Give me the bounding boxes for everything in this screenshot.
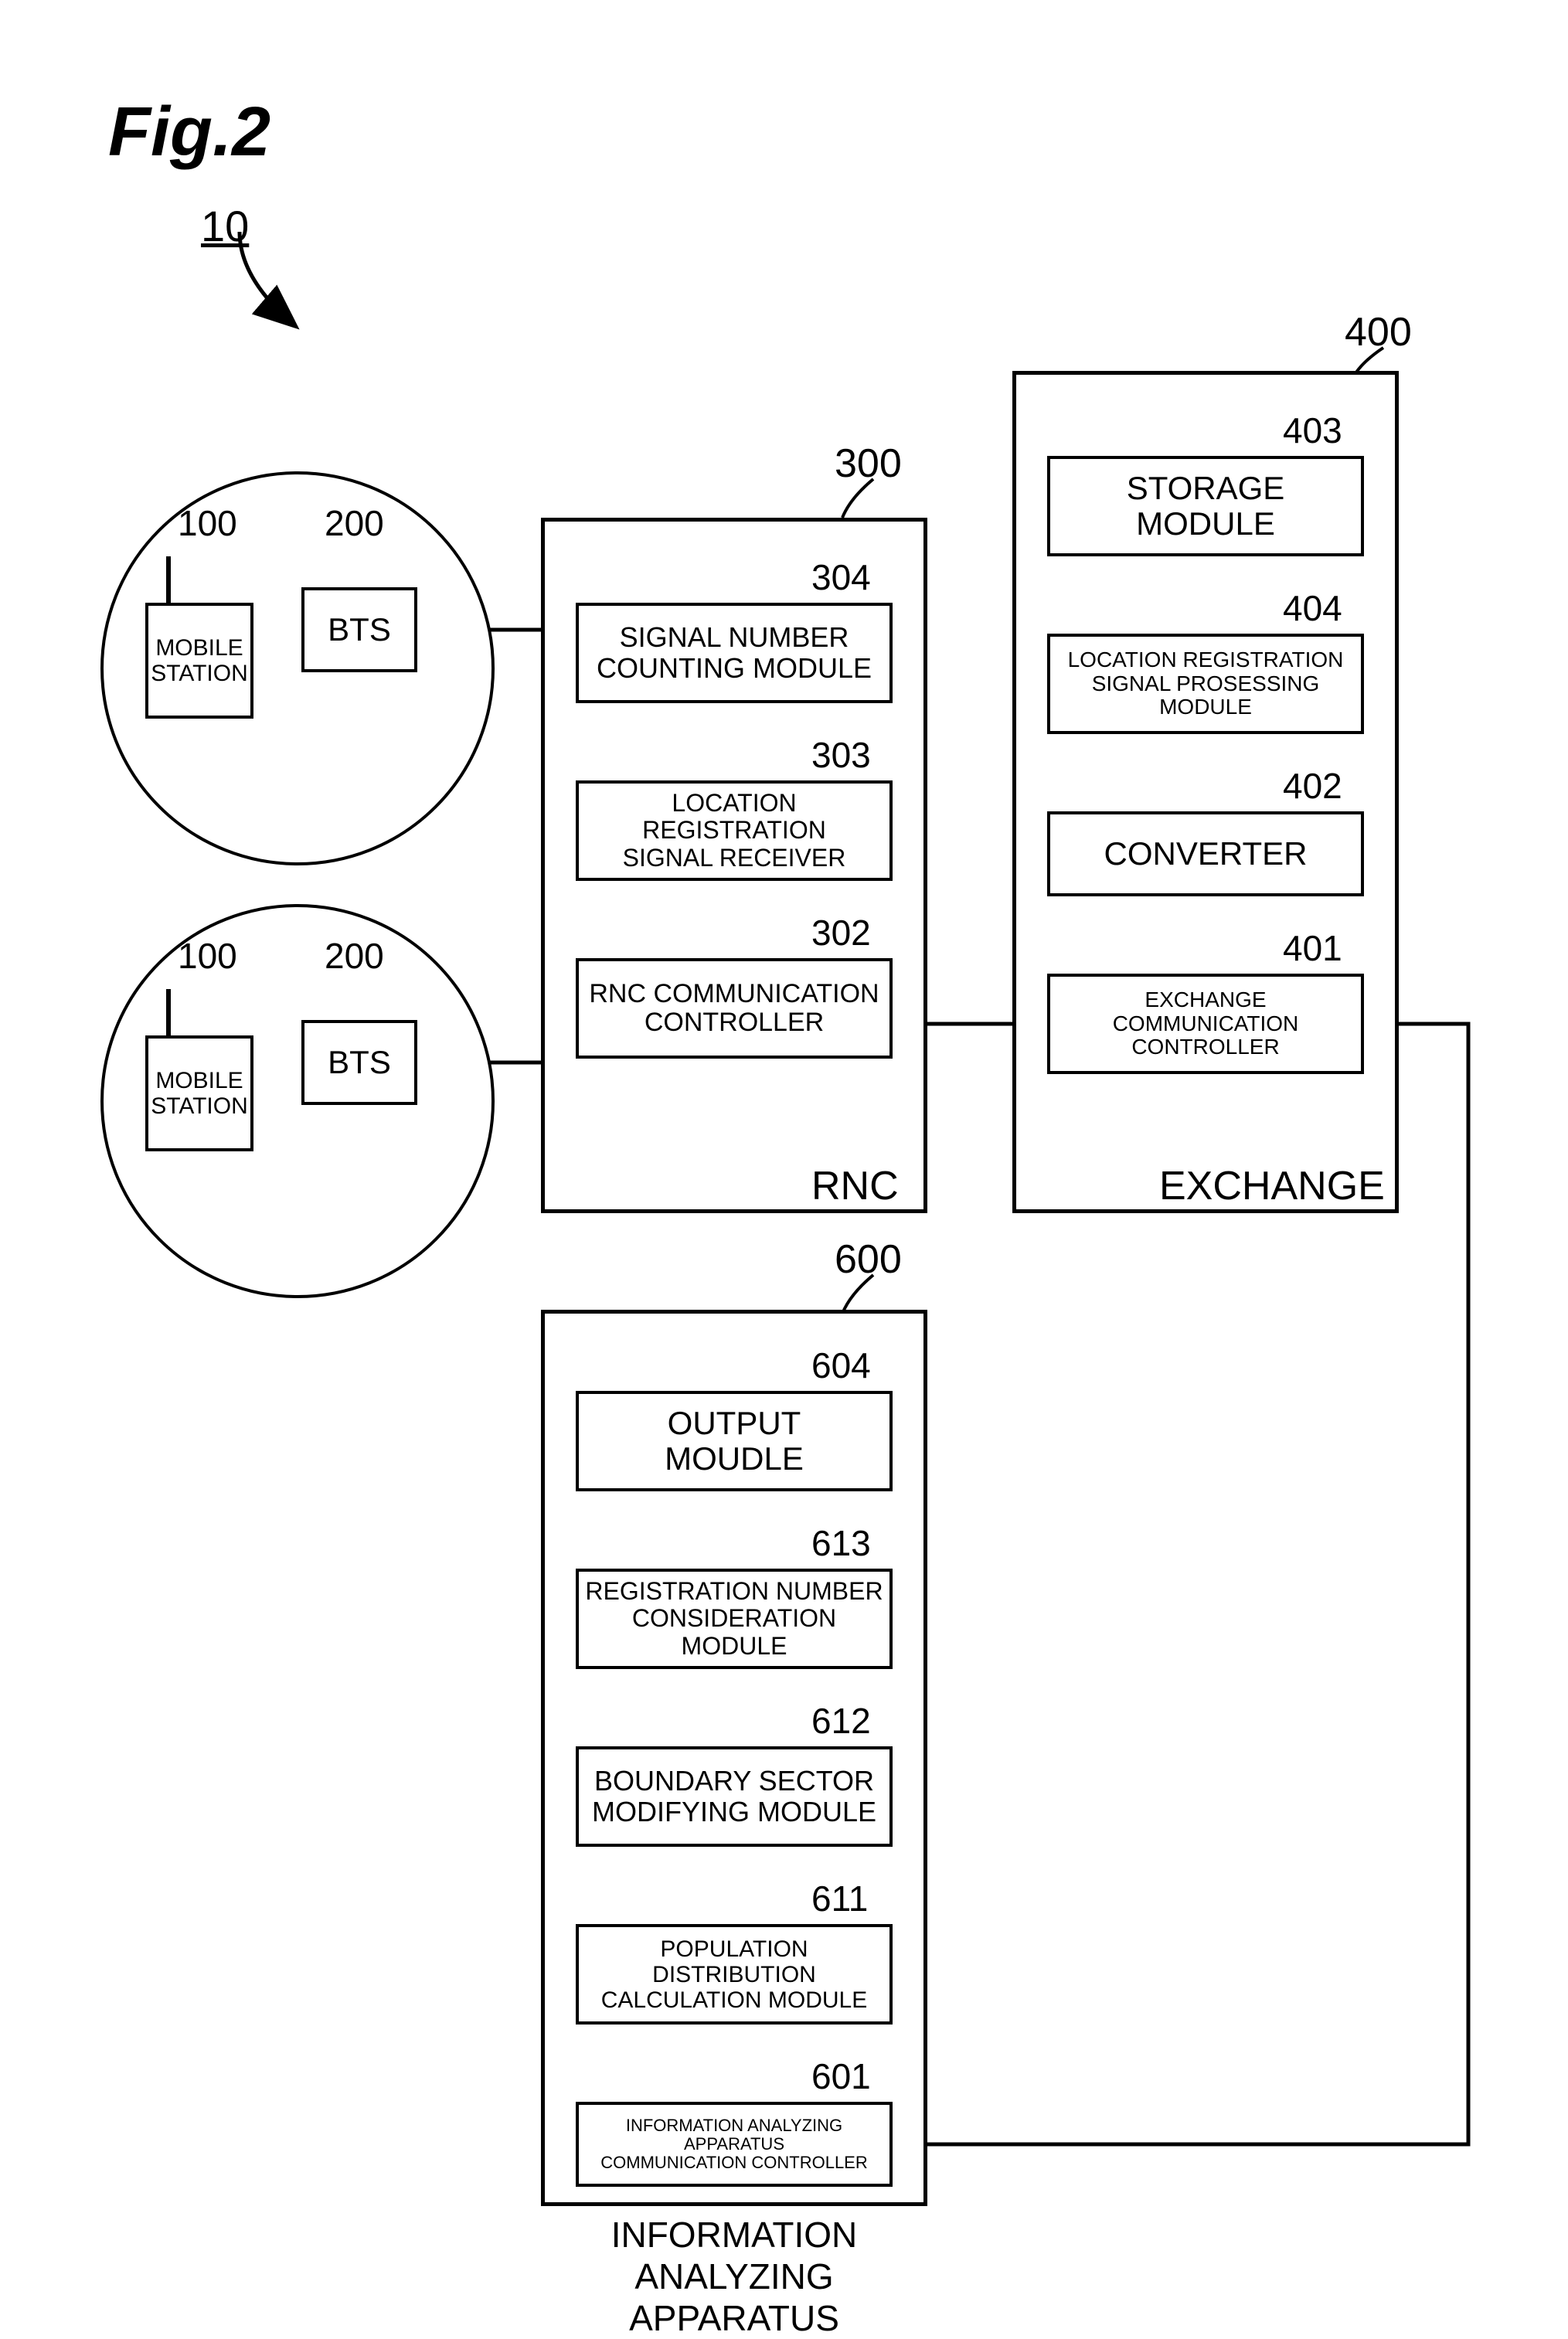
analyzer-module-ref-612: 612 (811, 1700, 871, 1742)
analyzer-module-ref-601: 601 (811, 2055, 871, 2097)
exchange-module-ref-401: 401 (1283, 927, 1342, 969)
analyzer-module-604: OUTPUTMOUDLE (576, 1391, 893, 1491)
exchange-label: EXCHANGE (1159, 1163, 1385, 1209)
diagram-canvas: Fig.2 10 MOBILESTATION 100 BTS 200 MOBILESTA… (0, 0, 1568, 2314)
exchange-module-402: CONVERTER (1047, 811, 1364, 896)
analyzer-ref: 600 (835, 1236, 902, 1283)
bts-ref: 200 (325, 935, 384, 977)
antenna-icon (166, 556, 171, 603)
bts: BTS (301, 587, 417, 672)
analyzer-module-ref-611: 611 (811, 1878, 868, 1919)
exchange-ref: 400 (1345, 309, 1412, 355)
rnc-module-ref-304: 304 (811, 556, 871, 598)
exchange-module-ref-404: 404 (1283, 587, 1342, 629)
rnc-module-302: RNC COMMUNICATIONCONTROLLER (576, 958, 893, 1059)
bts: BTS (301, 1020, 417, 1105)
exchange-module-ref-403: 403 (1283, 410, 1342, 451)
rnc-label: RNC (811, 1163, 899, 1209)
system-number: 10 (201, 201, 249, 251)
analyzer-module-ref-613: 613 (811, 1522, 871, 1564)
rnc-ref: 300 (835, 440, 902, 487)
rnc-module-ref-303: 303 (811, 734, 871, 776)
exchange-module-404: LOCATION REGISTRATIONSIGNAL PROSESSING M… (1047, 634, 1364, 734)
rnc-module-ref-302: 302 (811, 912, 871, 954)
analyzer-label: INFORMATIONANALYZING APPARATUS (533, 2214, 935, 2339)
analyzer-module-612: BOUNDARY SECTORMODIFYING MODULE (576, 1746, 893, 1847)
rnc-module-304: SIGNAL NUMBERCOUNTING MODULE (576, 603, 893, 703)
figure-label: Fig.2 (108, 93, 270, 172)
analyzer-module-613: REGISTRATION NUMBERCONSIDERATION MODULE (576, 1569, 893, 1669)
mobile-station-ref: 100 (178, 935, 237, 977)
antenna-icon (166, 989, 171, 1035)
exchange-module-401: EXCHANGE COMMUNICATIONCONTROLLER (1047, 974, 1364, 1074)
exchange-module-403: STORAGEMODULE (1047, 456, 1364, 556)
analyzer-module-ref-604: 604 (811, 1345, 871, 1386)
mobile-station: MOBILESTATION (145, 603, 253, 719)
rnc-module-303: LOCATION REGISTRATIONSIGNAL RECEIVER (576, 780, 893, 881)
exchange-module-ref-402: 402 (1283, 765, 1342, 807)
mobile-station: MOBILESTATION (145, 1035, 253, 1151)
analyzer-module-601: INFORMATION ANALYZING APPARATUSCOMMUNICA… (576, 2102, 893, 2187)
bts-ref: 200 (325, 502, 384, 544)
mobile-station-ref: 100 (178, 502, 237, 544)
analyzer-module-611: POPULATION DISTRIBUTIONCALCULATION MODUL… (576, 1924, 893, 2025)
